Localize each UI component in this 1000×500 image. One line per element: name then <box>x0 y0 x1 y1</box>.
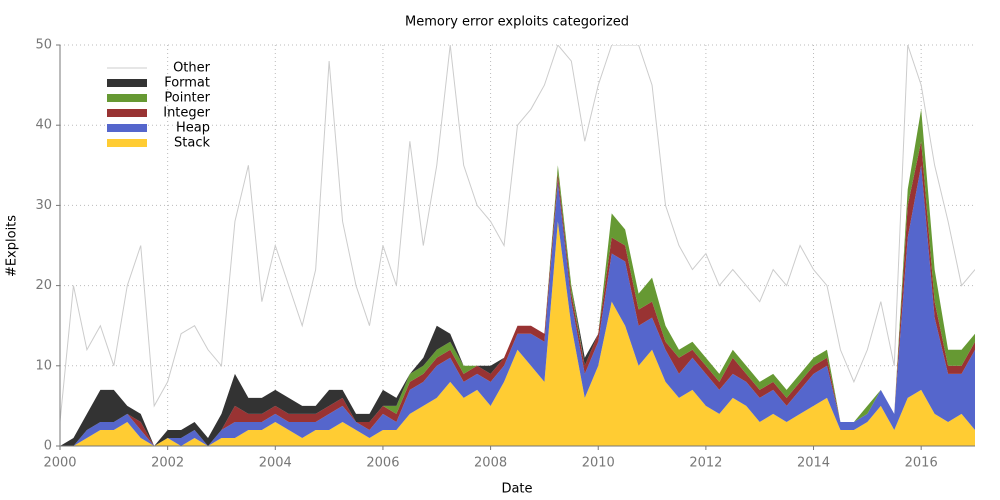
x-axis-label: Date <box>501 482 532 497</box>
legend-swatch <box>107 109 147 117</box>
y-tick-label: 20 <box>35 278 52 293</box>
legend-swatch <box>107 94 147 102</box>
y-tick-label: 30 <box>35 198 52 213</box>
x-tick-label: 2004 <box>259 456 292 471</box>
y-tick-label: 0 <box>44 439 52 454</box>
x-tick-label: 2002 <box>151 456 184 471</box>
legend-swatch <box>107 124 147 132</box>
chart-title: Memory error exploits categorized <box>405 15 629 30</box>
x-tick-label: 2012 <box>689 456 722 471</box>
legend-swatch <box>107 79 147 87</box>
x-tick-label: 2006 <box>366 456 399 471</box>
legend-label: Integer <box>163 106 210 121</box>
legend-label: Heap <box>176 121 210 136</box>
y-tick-label: 50 <box>35 38 52 53</box>
area <box>60 221 975 446</box>
other-line <box>60 45 975 422</box>
axes: 0 10 20 30 40 50 2000 2002 2004 2006 2008 2010 2012 2… <box>35 38 975 471</box>
legend-label: Format <box>164 76 210 91</box>
x-tick-label: 2010 <box>582 456 615 471</box>
x-tick-label: 2014 <box>797 456 830 471</box>
x-tick-label: 2008 <box>474 456 507 471</box>
legend-label: Pointer <box>164 91 210 106</box>
y-axis-label: #Exploits <box>5 215 20 277</box>
legend-swatch <box>107 139 147 147</box>
legend-label: Stack <box>174 136 210 151</box>
x-tick-label: 2016 <box>905 456 938 471</box>
y-tick-label: 10 <box>35 358 52 373</box>
x-tick-label: 2000 <box>43 456 76 471</box>
y-tick-label: 40 <box>35 118 52 133</box>
plot-area <box>60 45 975 446</box>
legend-label: Other <box>173 61 211 76</box>
